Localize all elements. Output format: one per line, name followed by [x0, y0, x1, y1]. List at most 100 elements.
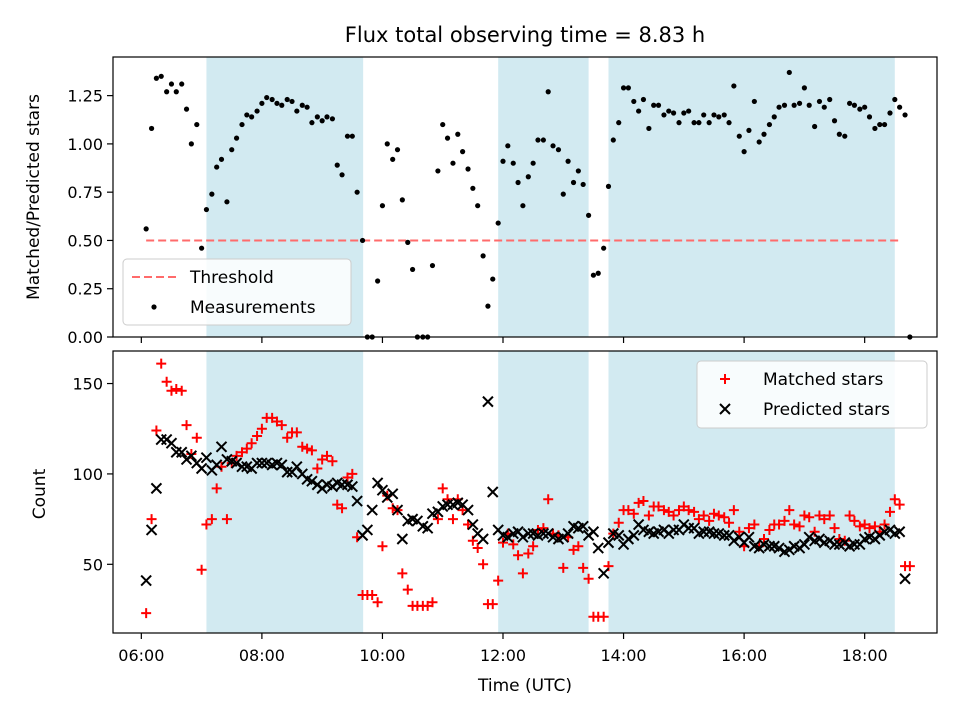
- data-point: [751, 98, 757, 105]
- data-point: [161, 376, 172, 387]
- data-point: [877, 121, 883, 128]
- data-point: [405, 239, 411, 245]
- data-point: [636, 108, 642, 114]
- data-point: [166, 385, 177, 396]
- data-point: [309, 120, 315, 126]
- data-point: [229, 147, 235, 153]
- data-point: [146, 514, 157, 525]
- data-point: [215, 441, 228, 453]
- data-point: [651, 102, 657, 108]
- data-point: [485, 303, 491, 309]
- data-point: [676, 120, 682, 126]
- legend-label: Predicted stars: [763, 400, 890, 420]
- data-point: [467, 518, 479, 531]
- data-point: [201, 519, 212, 530]
- data-point: [602, 536, 615, 549]
- data-point: [836, 131, 842, 137]
- data-point: [206, 514, 217, 525]
- data-point: [708, 508, 719, 519]
- data-point: [171, 383, 182, 394]
- y-tick-label: 50: [83, 555, 103, 574]
- data-point: [713, 510, 724, 521]
- observing-window-band: [498, 351, 589, 633]
- data-point: [771, 114, 777, 120]
- data-point: [719, 512, 730, 523]
- data-point: [148, 125, 155, 132]
- data-point: [337, 503, 348, 514]
- legend-box: [696, 360, 928, 429]
- x-tick-label: 06:00: [118, 646, 164, 665]
- data-point: [254, 108, 260, 114]
- data-point: [643, 510, 654, 521]
- data-point: [478, 559, 489, 570]
- data-point: [718, 529, 730, 542]
- data-point: [195, 462, 208, 475]
- data-point: [505, 143, 511, 149]
- observing-window-band: [498, 57, 589, 337]
- data-point: [384, 141, 390, 147]
- data-point: [640, 96, 647, 103]
- data-point: [565, 158, 571, 164]
- data-point: [721, 112, 727, 118]
- data-point: [872, 125, 878, 132]
- data-point: [869, 521, 880, 532]
- data-point: [638, 496, 649, 507]
- data-point: [251, 457, 263, 469]
- data-point: [282, 432, 293, 443]
- data-point: [583, 573, 594, 584]
- data-point: [375, 278, 381, 284]
- data-point: [897, 104, 903, 110]
- data-point: [513, 550, 524, 561]
- data-point: [276, 420, 287, 431]
- data-point: [291, 427, 302, 438]
- data-point: [276, 459, 288, 471]
- data-point: [191, 432, 202, 443]
- data-point: [794, 521, 805, 532]
- data-point: [183, 106, 190, 112]
- data-point: [186, 449, 197, 460]
- data-point: [849, 515, 860, 526]
- data-point: [199, 245, 205, 251]
- data-point: [421, 522, 434, 534]
- data-point: [701, 112, 707, 118]
- data-point: [196, 564, 207, 575]
- data-point: [791, 102, 797, 108]
- data-point: [686, 108, 692, 114]
- data-point: [799, 510, 810, 521]
- data-point: [394, 147, 401, 153]
- legend-box: [122, 258, 352, 326]
- data-point: [517, 568, 528, 579]
- data-point: [689, 506, 700, 517]
- data-point: [460, 149, 466, 155]
- data-point: [256, 457, 268, 469]
- data-point: [616, 120, 622, 126]
- data-point: [386, 488, 399, 500]
- data-point: [391, 504, 404, 516]
- data-point: [508, 539, 519, 550]
- data-point: [153, 75, 160, 81]
- data-point: [379, 203, 386, 209]
- data-point: [462, 504, 474, 516]
- data-point: [708, 527, 720, 540]
- data-point: [354, 189, 360, 195]
- data-point: [279, 102, 285, 108]
- data-point: [164, 89, 170, 95]
- data-point: [437, 483, 448, 494]
- data-point: [560, 191, 566, 197]
- data-point: [502, 531, 514, 543]
- data-point: [470, 185, 476, 191]
- data-point: [329, 116, 336, 122]
- legend-label: Matched stars: [763, 370, 883, 390]
- data-point: [625, 85, 631, 91]
- data-point: [804, 512, 815, 523]
- data-point: [493, 575, 504, 586]
- x-tick-label: 12:00: [480, 646, 526, 665]
- data-point: [214, 164, 220, 170]
- data-point: [312, 463, 323, 474]
- data-point: [834, 534, 845, 544]
- data-point: [517, 531, 529, 543]
- data-point: [156, 358, 167, 369]
- data-point: [179, 81, 185, 87]
- data-point: [595, 270, 601, 276]
- data-point: [628, 508, 639, 519]
